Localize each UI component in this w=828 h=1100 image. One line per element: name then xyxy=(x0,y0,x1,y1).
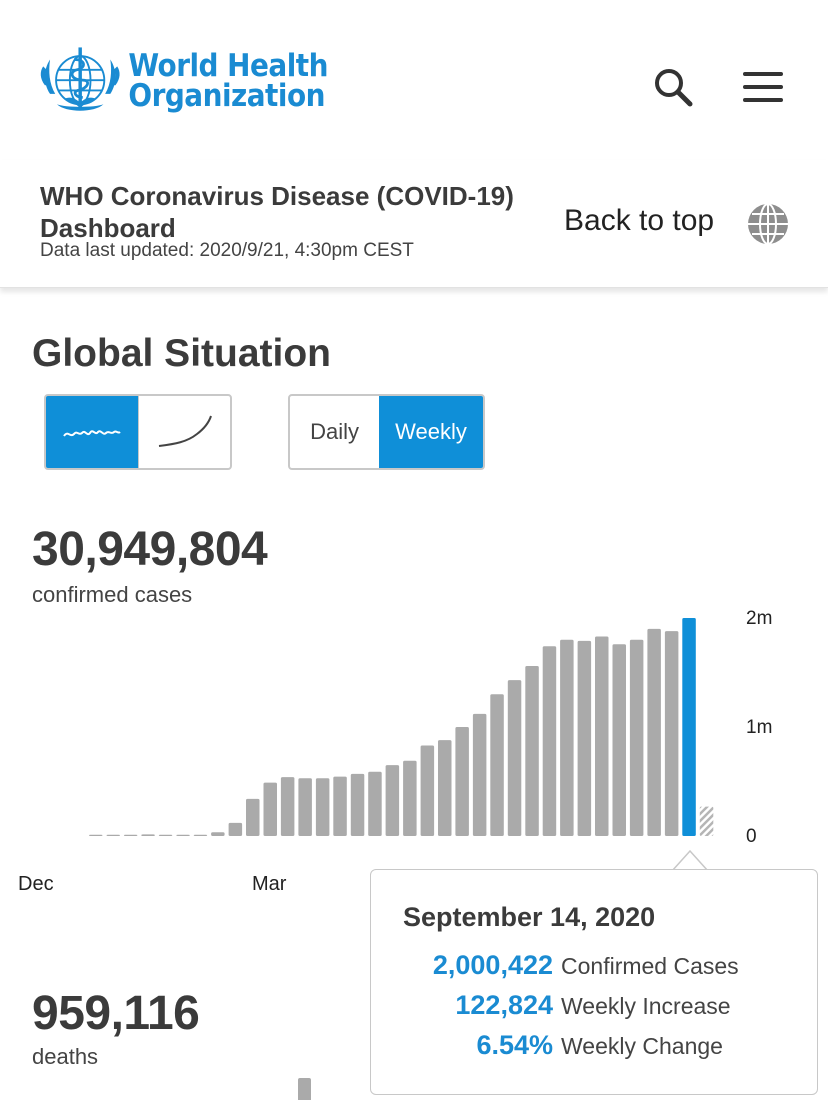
tooltip-confirmed-label: Confirmed Cases xyxy=(561,953,739,979)
chart-bar[interactable] xyxy=(368,771,382,836)
chart-bar[interactable] xyxy=(280,777,295,836)
daily-toggle-button[interactable]: Daily xyxy=(310,419,359,444)
chart-shape-toggle xyxy=(44,394,232,470)
curve-line-toggle-button[interactable] xyxy=(138,396,230,468)
chart-bar[interactable] xyxy=(315,778,330,836)
chart-bar[interactable] xyxy=(385,765,400,836)
tooltip-increase-label: Weekly Increase xyxy=(561,993,731,1019)
confirmed-cases-label: confirmed cases xyxy=(32,582,193,607)
chart-bar[interactable] xyxy=(612,644,627,836)
hamburger-menu-icon xyxy=(743,72,783,102)
dashboard-title: WHO Coronavirus Disease (COVID-19) Dashb… xyxy=(40,181,514,243)
logo-line-2: Organization xyxy=(128,78,325,114)
wavy-line-toggle-button[interactable] xyxy=(46,396,138,468)
who-wordmark: World Health Organization xyxy=(128,48,328,114)
globe-icon[interactable] xyxy=(746,202,790,246)
tooltip-change-label: Weekly Change xyxy=(561,1033,723,1059)
chart-bar[interactable] xyxy=(420,745,435,837)
chart-bar[interactable] xyxy=(542,646,557,836)
chart-bar[interactable] xyxy=(123,834,138,836)
x-tick-label: Mar xyxy=(252,873,287,895)
tooltip-row-increase: 122,824 Weekly Increase xyxy=(371,990,819,1024)
chart-bar[interactable] xyxy=(141,834,155,836)
confirmed-cases-total: 30,949,804 xyxy=(32,523,268,576)
chart-bar[interactable] xyxy=(350,773,365,836)
deaths-total: 959,116 xyxy=(32,987,200,1040)
chart-bar[interactable] xyxy=(560,639,574,836)
curve-line-icon xyxy=(158,415,212,447)
chart-bar[interactable] xyxy=(577,640,592,836)
deaths-chart-bar xyxy=(298,1078,311,1100)
chart-bar[interactable] xyxy=(595,636,609,837)
search-icon xyxy=(655,69,693,107)
tooltip-confirmed-value: 2,000,422 xyxy=(432,950,553,980)
chart-bar[interactable] xyxy=(263,782,278,836)
chart-bar[interactable] xyxy=(228,822,243,836)
x-tick-label: Dec xyxy=(18,873,54,895)
menu-button[interactable] xyxy=(738,62,788,112)
chart-bar[interactable] xyxy=(333,776,347,836)
chart-bar[interactable] xyxy=(246,798,260,836)
chart-bar[interactable] xyxy=(472,713,487,836)
tooltip-row-confirmed: 2,000,422 Confirmed Cases xyxy=(371,950,819,984)
chart-bar[interactable] xyxy=(403,760,417,836)
who-logo[interactable]: World Health Organization xyxy=(38,36,328,126)
global-situation-heading: Global Situation xyxy=(32,332,331,375)
y-tick-label: 2m xyxy=(746,608,772,629)
wavy-line-icon xyxy=(63,430,121,437)
tooltip-change-value: 6.54% xyxy=(476,1030,553,1060)
chart-bar-partial[interactable] xyxy=(699,806,714,836)
top-header: World Health Organization xyxy=(0,0,828,160)
chart-bar[interactable] xyxy=(158,834,173,836)
chart-bar[interactable] xyxy=(211,832,225,836)
tooltip-row-change: 6.54% Weekly Change xyxy=(371,1030,819,1064)
chart-bar[interactable] xyxy=(647,628,661,836)
y-tick-label: 1m xyxy=(746,717,772,738)
chart-bar[interactable] xyxy=(193,834,208,836)
search-button[interactable] xyxy=(648,62,698,112)
last-updated-text: Data last updated: 2020/9/21, 4:30pm CES… xyxy=(40,240,414,261)
dashboard-subheader: WHO Coronavirus Disease (COVID-19) Dashb… xyxy=(0,160,828,288)
chart-bar[interactable] xyxy=(106,834,121,836)
logo-line-1: World Health xyxy=(128,48,328,84)
chart-bar[interactable] xyxy=(438,740,452,836)
bar-tooltip: September 14, 2020 2,000,422 Confirmed C… xyxy=(370,869,818,1095)
confirmed-cases-bar-chart: 0 1m 2m Dec Mar xyxy=(18,608,772,895)
period-toggle: Daily Weekly xyxy=(288,394,485,470)
chart-bar[interactable] xyxy=(664,631,679,836)
chart-bar[interactable] xyxy=(89,834,103,836)
chart-bar[interactable] xyxy=(490,694,504,836)
who-emblem-icon xyxy=(40,47,120,111)
chart-bar-highlighted[interactable] xyxy=(682,618,696,836)
back-to-top-link[interactable]: Back to top xyxy=(564,204,715,237)
deaths-label: deaths xyxy=(32,1044,99,1069)
weekly-toggle-button[interactable]: Weekly xyxy=(379,396,483,468)
tooltip-date: September 14, 2020 xyxy=(403,902,656,932)
chart-bar[interactable] xyxy=(507,680,522,836)
chart-bar[interactable] xyxy=(629,639,644,836)
chart-bar[interactable] xyxy=(525,666,539,836)
chart-bar[interactable] xyxy=(298,778,312,836)
tooltip-increase-value: 122,824 xyxy=(455,990,553,1020)
chart-bar[interactable] xyxy=(176,834,190,836)
y-tick-label: 0 xyxy=(746,826,757,847)
chart-bar[interactable] xyxy=(455,727,469,836)
tooltip-arrow xyxy=(672,849,709,872)
